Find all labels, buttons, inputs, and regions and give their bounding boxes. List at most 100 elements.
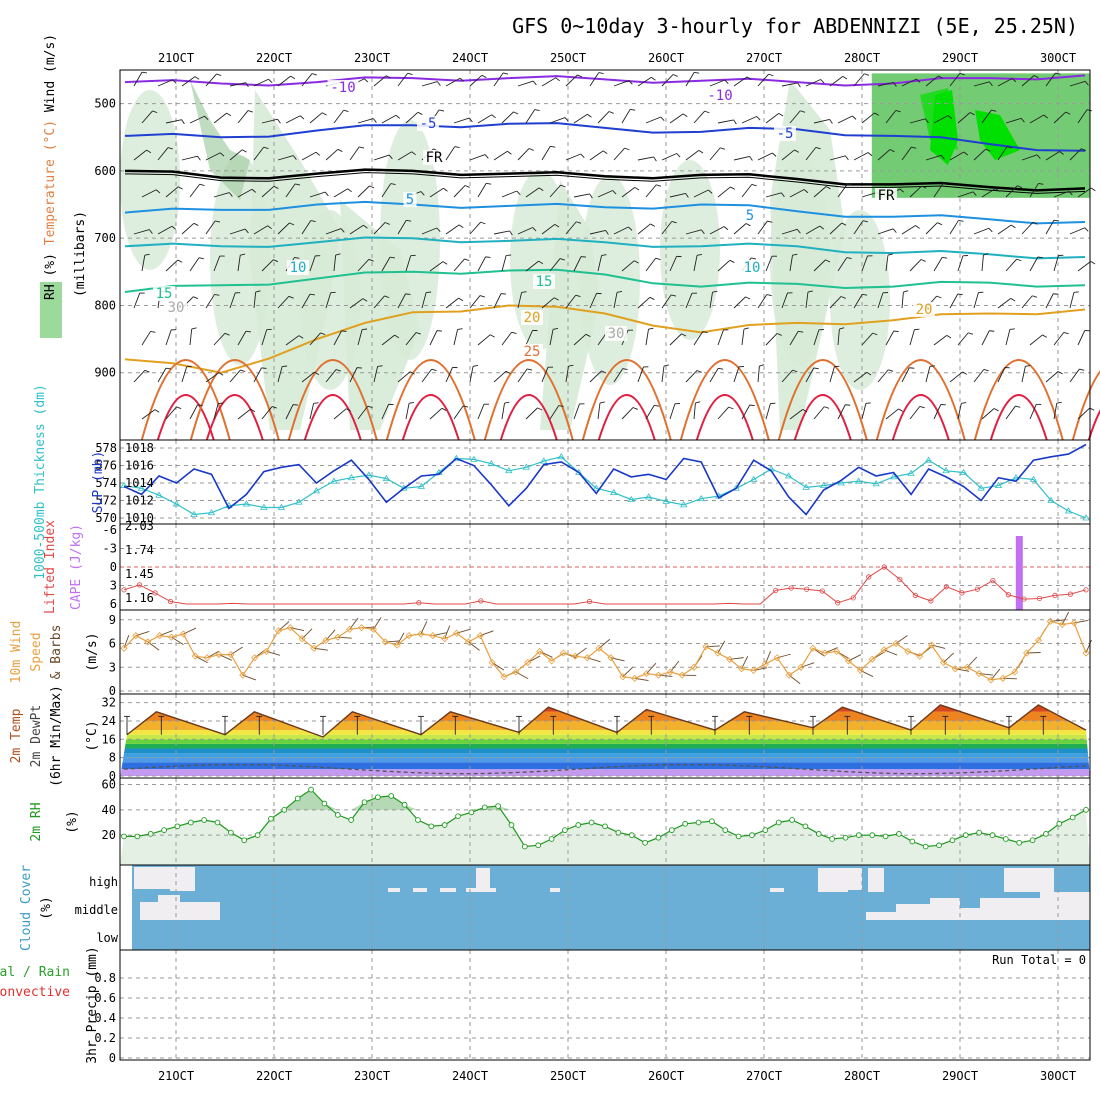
cape-tick: 1.45 bbox=[125, 567, 154, 581]
cloud-block bbox=[1076, 914, 1088, 918]
rh2m-marker bbox=[269, 816, 274, 821]
top-date-label: 23OCT bbox=[354, 51, 390, 65]
rh2m-marker bbox=[496, 804, 501, 809]
cloud-block bbox=[848, 868, 862, 890]
rh2m-marker bbox=[656, 835, 661, 840]
upper-ylabel2: (millibars) bbox=[73, 211, 88, 297]
wind-barb bbox=[1053, 294, 1058, 295]
rh2m-marker bbox=[816, 831, 821, 836]
temp-band bbox=[120, 703, 1090, 712]
top-date-label: 22OCT bbox=[256, 51, 292, 65]
contour-label: -10 bbox=[707, 88, 732, 104]
wind-unit: (m/s) bbox=[85, 632, 100, 671]
rh2m-marker bbox=[509, 823, 514, 828]
precip-caption-total: Total / Rain bbox=[0, 965, 70, 980]
wind-barb bbox=[342, 331, 347, 332]
wind-barb bbox=[198, 405, 203, 406]
wind-barb bbox=[218, 403, 223, 404]
rh2m-marker bbox=[456, 814, 461, 819]
bottom-date-label: 24OCT bbox=[452, 1069, 488, 1083]
top-date-label: 26OCT bbox=[648, 51, 684, 65]
contour-label: 10 bbox=[290, 260, 307, 276]
wind-barb bbox=[866, 403, 871, 404]
temp-band bbox=[120, 739, 1090, 744]
rh2m-marker bbox=[442, 823, 447, 828]
temp-band bbox=[120, 753, 1090, 758]
wind-barb bbox=[989, 331, 994, 332]
contour-label: 20 bbox=[524, 310, 541, 326]
temp-band bbox=[120, 744, 1090, 749]
rh2m-marker bbox=[349, 818, 354, 823]
wind-ylabel-line: 10m Wind bbox=[9, 621, 24, 684]
rh2m-marker bbox=[1003, 837, 1008, 842]
temp-ylabel: 2m Temp bbox=[9, 708, 24, 763]
rh2m-marker bbox=[282, 807, 287, 812]
lifted-index-tick: 6 bbox=[110, 597, 117, 611]
cloud-block bbox=[868, 868, 884, 892]
chart-title: GFS 0~10day 3-hourly for ABDENNIZI (5E, … bbox=[512, 14, 1078, 38]
precip-ylabel: 3hr Precip (mm) bbox=[85, 946, 100, 1063]
slp-tick: 1012 bbox=[125, 494, 154, 508]
wind-barb bbox=[909, 368, 914, 369]
cloud-block bbox=[388, 888, 400, 892]
temp-band bbox=[120, 721, 1090, 730]
contour-label: -10 bbox=[330, 80, 355, 96]
contour-label: 30 bbox=[608, 326, 625, 342]
rh2m-marker bbox=[416, 818, 421, 823]
rh2m-marker bbox=[228, 830, 233, 835]
rh2m-marker bbox=[629, 833, 634, 838]
temp-tick: 32 bbox=[102, 696, 116, 710]
rh2m-marker bbox=[736, 834, 741, 839]
wind-ylabel-line: Speed bbox=[29, 632, 44, 671]
rh2m-marker bbox=[389, 794, 394, 799]
rh2m-marker bbox=[242, 838, 247, 843]
rh2m-marker bbox=[255, 833, 260, 838]
rh2m-marker bbox=[856, 833, 861, 838]
cloud-block bbox=[440, 888, 456, 892]
rh2m-marker bbox=[402, 802, 407, 807]
wind-barb bbox=[282, 366, 287, 367]
cape-ylabel: CAPE (J/kg) bbox=[69, 524, 84, 610]
wind-barb bbox=[1074, 292, 1079, 293]
temp-tick: 24 bbox=[102, 714, 116, 728]
rh2m-marker bbox=[482, 805, 487, 810]
dewpt-ylabel: 2m DewPt bbox=[29, 705, 44, 768]
rh2m-marker bbox=[750, 833, 755, 838]
pressure-tick: 900 bbox=[94, 366, 116, 380]
bottom-date-label: 28OCT bbox=[844, 1069, 880, 1083]
pressure-tick: 600 bbox=[94, 164, 116, 178]
contour-label: 20 bbox=[916, 302, 933, 318]
contour-label: 5 bbox=[746, 208, 754, 224]
rh2m-marker bbox=[950, 838, 955, 843]
rh2m-tick: 60 bbox=[102, 778, 116, 792]
rh2m-marker bbox=[910, 839, 915, 844]
bottom-date-label: 25OCT bbox=[550, 1069, 586, 1083]
rh2m-marker bbox=[563, 828, 568, 833]
temp-band bbox=[120, 762, 1090, 769]
rh2m-marker bbox=[709, 819, 714, 824]
rh2m-marker bbox=[669, 828, 674, 833]
contour-label: FR bbox=[878, 188, 895, 204]
contour-label: 15 bbox=[536, 274, 553, 290]
contour-label: 5 bbox=[406, 192, 414, 208]
cloud-block bbox=[158, 895, 180, 905]
top-date-label: 30OCT bbox=[1040, 51, 1076, 65]
wind-barb bbox=[845, 405, 850, 406]
lifted-index-tick: -6 bbox=[103, 523, 117, 537]
contour-label: 10 bbox=[744, 260, 761, 276]
rh2m-marker bbox=[1070, 815, 1075, 820]
rh2m-marker bbox=[643, 840, 648, 845]
rh2m-marker bbox=[362, 800, 367, 805]
rh2m-marker bbox=[696, 820, 701, 825]
rh2m-marker bbox=[576, 823, 581, 828]
rh2m-marker bbox=[843, 835, 848, 840]
temp-band bbox=[120, 730, 1090, 735]
rh2m-marker bbox=[830, 837, 835, 842]
cloud-ylabel: Cloud Cover bbox=[19, 865, 34, 951]
temp-band bbox=[120, 735, 1090, 740]
cloud-block bbox=[413, 888, 427, 892]
rh2m-marker bbox=[897, 831, 902, 836]
rh2m-tick: 20 bbox=[102, 828, 116, 842]
